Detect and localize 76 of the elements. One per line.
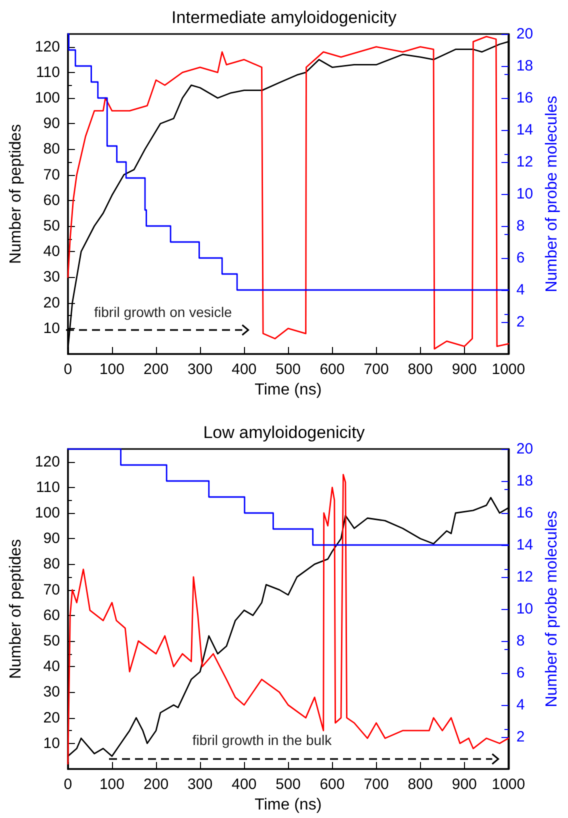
x-tick-label: 800: [408, 361, 433, 378]
y-tick-label: 60: [43, 606, 60, 624]
x-tick-label: 100: [99, 776, 124, 793]
y-tick-label: 110: [36, 64, 60, 81]
x-tick-label: 100: [99, 361, 124, 378]
y-tick-label: 120: [34, 38, 60, 56]
x-tick-label: 300: [188, 776, 213, 793]
y-tick-label: 100: [34, 90, 60, 106]
annotation: fibril growth on vesicle: [94, 304, 232, 320]
x-tick-label: 600: [320, 361, 345, 378]
y2-tick-label: 12: [516, 568, 534, 586]
y-tick-label: 80: [43, 140, 60, 158]
x-tick-label: 500: [276, 776, 301, 793]
y2-tick-label: 2: [516, 728, 525, 746]
y-tick-label: 70: [43, 581, 60, 598]
y-tick-label: 50: [43, 632, 60, 650]
x-tick-label: 0: [64, 776, 72, 793]
x-tick-label: 700: [364, 361, 389, 378]
x-tick-label: 1000: [492, 361, 526, 378]
x-axis-title: Time (ns): [254, 796, 322, 814]
y2-tick-label: 6: [516, 664, 525, 682]
x-tick-label: 200: [144, 776, 169, 793]
y2-tick-label: 8: [516, 218, 525, 234]
y-tick-label: 100: [34, 504, 60, 522]
y-axis-title: Number of peptides: [8, 539, 24, 679]
y2-axis-title: Number of probe molecules: [544, 96, 560, 292]
x-tick-label: 400: [232, 361, 257, 378]
x-tick-label: 800: [408, 776, 433, 793]
y2-tick-label: 20: [516, 440, 534, 458]
y-tick-label: 80: [43, 556, 60, 573]
y-tick-label: 90: [43, 530, 60, 548]
y2-tick-label: 4: [516, 282, 525, 298]
y-tick-label: 20: [43, 709, 60, 726]
y-tick-label: 10: [43, 734, 60, 752]
x-tick-label: 300: [188, 361, 213, 378]
x-tick-label: 600: [320, 776, 345, 793]
y-tick-label: 40: [43, 658, 60, 676]
y2-tick-label: 16: [516, 504, 534, 522]
y-axis-title: Number of peptides: [8, 124, 24, 264]
x-axis-title: Time (ns): [254, 382, 322, 398]
y2-tick-label: 20: [516, 26, 534, 42]
x-tick-label: 1000: [492, 776, 526, 793]
y2-tick-label: 4: [516, 696, 525, 714]
y-tick-label: 10: [43, 320, 60, 337]
y2-tick-label: 12: [516, 154, 534, 170]
x-tick-label: 200: [144, 361, 169, 378]
y2-tick-label: 10: [516, 186, 534, 202]
y2-tick-label: 8: [516, 632, 525, 650]
x-tick-label: 700: [364, 776, 389, 793]
y2-tick-label: 14: [516, 122, 534, 138]
y2-tick-label: 10: [516, 600, 534, 618]
y-tick-label: 70: [43, 166, 60, 184]
x-tick-label: 0: [64, 361, 72, 378]
y-tick-label: 50: [43, 218, 60, 234]
y-tick-label: 90: [43, 115, 60, 132]
y2-tick-label: 18: [516, 58, 534, 74]
x-tick-label: 900: [452, 776, 477, 793]
y2-tick-label: 2: [516, 314, 525, 330]
chart-title: Intermediate amyloidogenicity: [172, 8, 397, 27]
y2-tick-label: 16: [516, 90, 534, 106]
x-tick-label: 400: [232, 776, 257, 793]
y-tick-label: 30: [43, 268, 60, 286]
annotation: fibril growth in the bulk: [192, 732, 332, 748]
x-tick-label: 900: [452, 361, 477, 378]
y2-tick-label: 18: [516, 472, 534, 490]
y-tick-label: 110: [36, 478, 60, 496]
y-tick-label: 60: [43, 192, 60, 209]
y-tick-label: 20: [43, 294, 60, 312]
y2-tick-label: 6: [516, 250, 525, 266]
y-tick-label: 40: [43, 243, 60, 260]
y2-tick-label: 14: [516, 536, 534, 554]
y-tick-label: 30: [43, 684, 60, 701]
chart-title: Low amyloidogenicity: [203, 423, 366, 442]
y2-axis-title: Number of probe molecules: [544, 510, 560, 708]
x-tick-label: 500: [276, 361, 301, 378]
y-tick-label: 120: [34, 453, 60, 470]
